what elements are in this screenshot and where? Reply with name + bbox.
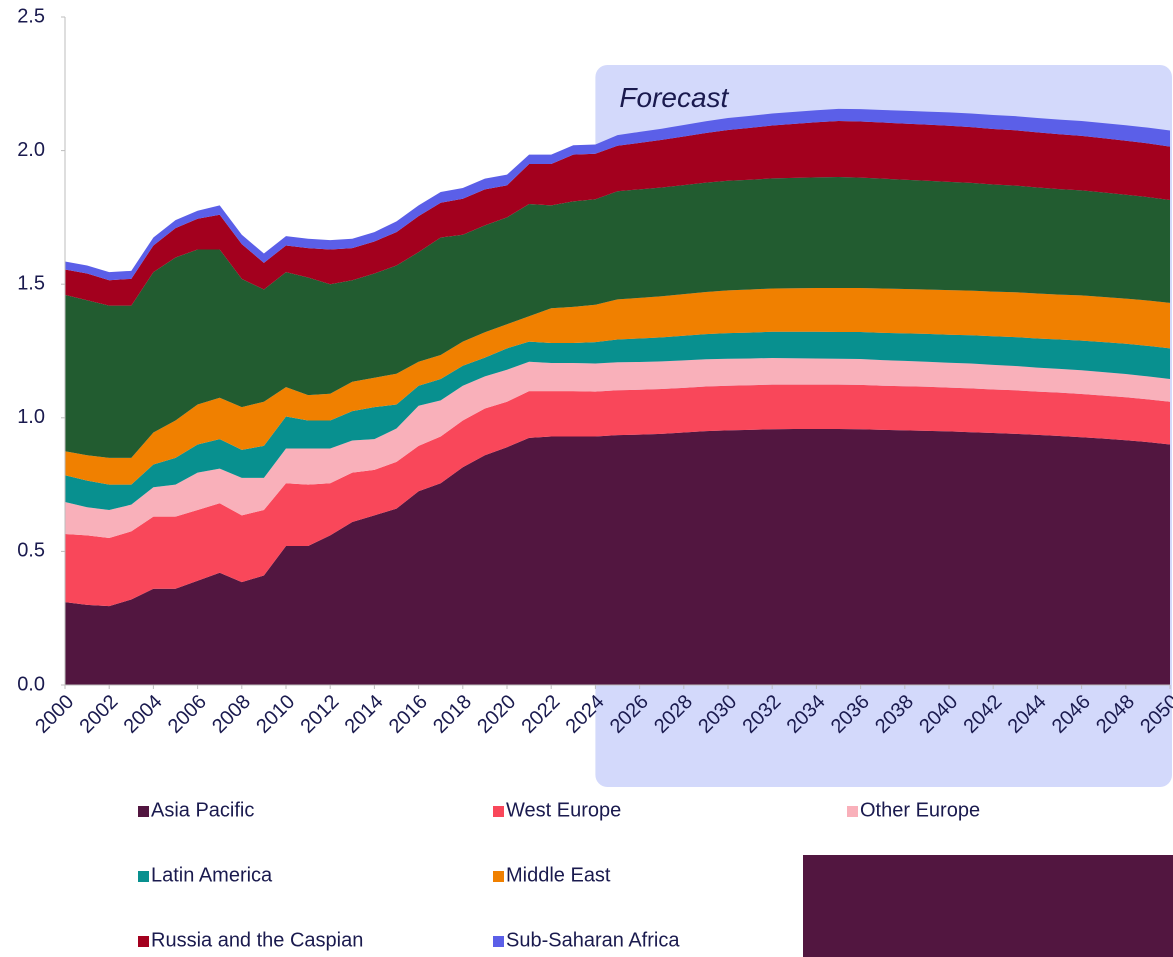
x-tick-label: 2008 xyxy=(208,691,255,738)
x-tick-label: 2016 xyxy=(385,691,432,738)
area xyxy=(65,384,1170,607)
y-tick-label: 2.5 xyxy=(17,5,45,27)
x-tick-label: 2014 xyxy=(341,691,388,738)
legend-label: Latin America xyxy=(151,864,273,886)
legend-swatch xyxy=(493,806,504,817)
legend-swatch xyxy=(847,806,858,817)
y-tick-label: 1.5 xyxy=(17,272,45,294)
x-tick-label: 2018 xyxy=(429,691,476,738)
area xyxy=(65,331,1170,510)
legend-swatch xyxy=(493,936,504,947)
x-tick-label: 2004 xyxy=(120,691,167,738)
legend-label: West Europe xyxy=(506,799,621,821)
y-tick-label: 1.0 xyxy=(17,406,45,428)
area xyxy=(65,108,1170,281)
area xyxy=(65,287,1170,485)
legend-label: Sub-Saharan Africa xyxy=(506,929,680,951)
legend-label: Russia and the Caspian xyxy=(151,929,363,951)
legend-label: Other Europe xyxy=(860,799,980,821)
decor-block xyxy=(803,855,1173,957)
legend-swatch xyxy=(138,806,149,817)
forecast-label: Forecast xyxy=(619,82,729,113)
x-tick-label: 2000 xyxy=(31,691,78,738)
x-tick-label: 2020 xyxy=(473,691,520,738)
y-tick-label: 0.0 xyxy=(17,673,45,695)
legend-swatch xyxy=(138,871,149,882)
legend-label: Middle East xyxy=(506,864,611,886)
legend-swatch xyxy=(138,936,149,947)
x-tick-label: 2022 xyxy=(517,691,564,738)
x-tick-label: 2006 xyxy=(164,691,211,738)
y-tick-label: 0.5 xyxy=(17,540,45,562)
x-tick-label: 2010 xyxy=(252,691,299,738)
area xyxy=(65,429,1170,685)
area xyxy=(65,177,1170,458)
area xyxy=(65,120,1170,306)
x-tick-label: 2002 xyxy=(75,691,122,738)
area xyxy=(65,357,1170,539)
legend-label: Asia Pacific xyxy=(151,799,254,821)
legend-swatch xyxy=(493,871,504,882)
y-tick-label: 2.0 xyxy=(17,139,45,161)
x-tick-label: 2012 xyxy=(296,691,343,738)
